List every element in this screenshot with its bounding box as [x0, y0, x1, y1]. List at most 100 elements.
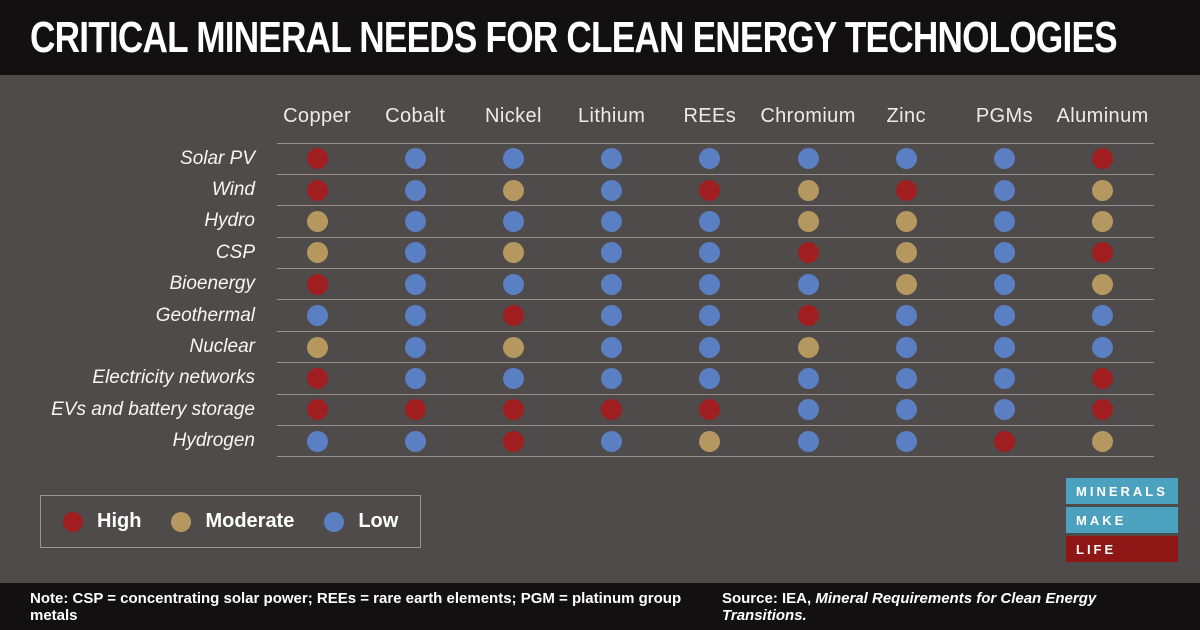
need-dot-low: [993, 148, 1015, 170]
need-dot-moderate: [1092, 179, 1114, 201]
cell-solar-pv-pgms: [955, 143, 1053, 174]
cell-geothermal-lithium: [563, 300, 661, 331]
legend: High Moderate Low: [40, 495, 421, 548]
cell-bioenergy-rees: [661, 269, 759, 300]
cell-geothermal-copper: [268, 300, 366, 331]
column-header-copper: Copper: [283, 105, 352, 127]
need-dot-high: [1092, 367, 1114, 389]
need-dot-high: [797, 242, 819, 264]
cell-wind-rees: [661, 174, 759, 205]
cell-hydrogen-zinc: [857, 426, 955, 457]
need-dot-low: [993, 210, 1015, 232]
need-dot-high: [1092, 148, 1114, 170]
need-dot-high: [797, 305, 819, 327]
legend-dot-low: [324, 511, 345, 532]
cell-electricity-networks-zinc: [857, 363, 955, 394]
logo-bar-make: MAKE: [1066, 507, 1178, 533]
cell-hydro-lithium: [563, 206, 661, 237]
need-dot-low: [797, 430, 819, 452]
cell-hydro-zinc: [857, 206, 955, 237]
cell-hydrogen-cobalt: [366, 426, 464, 457]
column-header-pgms: PGMs: [975, 105, 1033, 127]
need-dot-low: [993, 367, 1015, 389]
row-label-solar-pv: Solar PV: [180, 147, 255, 169]
need-dot-low: [1092, 336, 1114, 358]
need-dot-low: [993, 399, 1015, 421]
need-dot-low: [699, 148, 721, 170]
cell-electricity-networks-lithium: [563, 363, 661, 394]
cell-csp-rees: [661, 237, 759, 268]
column-header-zinc: Zinc: [886, 105, 926, 127]
cell-geothermal-chromium: [759, 300, 857, 331]
column-header-cobalt: Cobalt: [385, 105, 446, 127]
legend-label-low: Low: [358, 510, 399, 532]
cell-solar-pv-lithium: [563, 143, 661, 174]
cell-csp-zinc: [857, 237, 955, 268]
matrix-row-geothermal: Geothermal: [0, 299, 1200, 331]
cell-nuclear-nickel: [464, 331, 562, 362]
need-dot-low: [895, 336, 917, 358]
need-dot-moderate: [797, 336, 819, 358]
need-dot-low: [1092, 305, 1114, 327]
need-dot-moderate: [895, 273, 917, 295]
need-dot-low: [601, 336, 623, 358]
cell-wind-cobalt: [366, 174, 464, 205]
cell-csp-nickel: [464, 237, 562, 268]
need-dot-low: [601, 148, 623, 170]
need-dot-low: [797, 148, 819, 170]
need-dot-low: [306, 430, 328, 452]
cell-nuclear-lithium: [563, 331, 661, 362]
cell-hydro-copper: [268, 206, 366, 237]
row-label-hydro: Hydro: [204, 210, 255, 232]
cell-csp-pgms: [955, 237, 1053, 268]
matrix-row-evs-and-battery-storage: EVs and battery storage: [0, 393, 1200, 425]
cell-evs-and-battery-storage-aluminum: [1054, 394, 1152, 425]
cell-hydrogen-rees: [661, 426, 759, 457]
page-title: CRITICAL MINERAL NEEDS FOR CLEAN ENERGY …: [30, 12, 1118, 62]
legend-item-high: High: [63, 510, 141, 533]
need-dot-low: [797, 273, 819, 295]
cell-geothermal-zinc: [857, 300, 955, 331]
header-bar: CRITICAL MINERAL NEEDS FOR CLEAN ENERGY …: [0, 0, 1200, 75]
cell-wind-zinc: [857, 174, 955, 205]
need-dot-low: [699, 242, 721, 264]
need-dot-high: [306, 399, 328, 421]
need-dot-low: [601, 367, 623, 389]
cell-wind-pgms: [955, 174, 1053, 205]
cell-evs-and-battery-storage-chromium: [759, 394, 857, 425]
column-header-aluminum: Aluminum: [1056, 105, 1149, 127]
need-dot-moderate: [502, 242, 524, 264]
column-header-chromium: Chromium: [760, 105, 856, 127]
need-dot-low: [895, 399, 917, 421]
cell-electricity-networks-copper: [268, 363, 366, 394]
need-dot-moderate: [502, 179, 524, 201]
need-dot-moderate: [306, 210, 328, 232]
cell-electricity-networks-aluminum: [1054, 363, 1152, 394]
need-dot-high: [1092, 242, 1114, 264]
cell-electricity-networks-chromium: [759, 363, 857, 394]
source-credit: Source: IEA, Mineral Requirements for Cl…: [722, 590, 1178, 624]
cell-hydro-cobalt: [366, 206, 464, 237]
need-dot-high: [306, 367, 328, 389]
cell-electricity-networks-nickel: [464, 363, 562, 394]
cell-evs-and-battery-storage-cobalt: [366, 394, 464, 425]
need-dot-high: [502, 430, 524, 452]
footnote: Note: CSP = concentrating solar power; R…: [30, 589, 682, 624]
cell-nuclear-pgms: [955, 331, 1053, 362]
cell-solar-pv-chromium: [759, 143, 857, 174]
cell-bioenergy-nickel: [464, 269, 562, 300]
cell-electricity-networks-pgms: [955, 363, 1053, 394]
legend-label-high: High: [97, 510, 142, 532]
need-dot-low: [404, 273, 426, 295]
need-dot-high: [502, 399, 524, 421]
cell-evs-and-battery-storage-copper: [268, 394, 366, 425]
cell-wind-lithium: [563, 174, 661, 205]
cell-bioenergy-copper: [268, 269, 366, 300]
cell-bioenergy-chromium: [759, 269, 857, 300]
row-label-geothermal: Geothermal: [155, 304, 255, 326]
cell-solar-pv-aluminum: [1054, 143, 1152, 174]
cell-solar-pv-zinc: [857, 143, 955, 174]
row-label-wind: Wind: [211, 179, 255, 201]
cell-csp-aluminum: [1054, 237, 1152, 268]
need-dot-low: [502, 210, 524, 232]
